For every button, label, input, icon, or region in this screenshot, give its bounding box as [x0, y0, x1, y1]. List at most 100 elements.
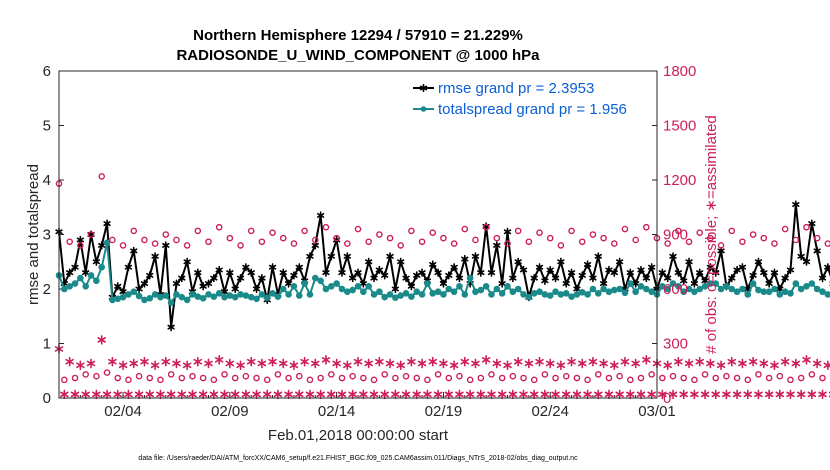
totalspread-point: [542, 292, 548, 298]
totalspread-point: [88, 273, 94, 279]
rmse-point-center: [762, 271, 765, 274]
totalspread-point: [515, 286, 521, 292]
totalspread-point: [104, 240, 110, 246]
totalspread-point: [601, 286, 607, 292]
totalspread-point: [478, 287, 484, 293]
rmse-point-center: [351, 277, 354, 280]
totalspread-point: [782, 289, 788, 295]
totalspread-point: [115, 296, 121, 302]
assimilated-point: [814, 359, 821, 367]
totalspread-point: [361, 289, 367, 295]
rmse-point-center: [490, 271, 493, 274]
rmse-point-center: [164, 244, 167, 247]
totalspread-point: [286, 292, 292, 298]
rmse-point-center: [308, 255, 311, 258]
totalspread-point: [216, 291, 222, 297]
rmse-point-center: [549, 268, 552, 271]
assimilated-point: [691, 390, 698, 398]
totalspread-point: [628, 281, 634, 287]
totalspread-point: [462, 292, 468, 298]
rmse-point-center: [367, 260, 370, 263]
totalspread-point: [99, 264, 105, 270]
rmse-point-center: [602, 282, 605, 285]
rmse-point-center: [463, 257, 466, 260]
rmse-point-center: [388, 255, 391, 258]
totalspread-point: [302, 281, 308, 287]
rmse-point-center: [816, 249, 819, 252]
rmse-point-center: [730, 277, 733, 280]
totalspread-point: [553, 289, 559, 295]
rmse-point-center: [671, 255, 674, 258]
rmse-point-center: [431, 263, 434, 266]
totalspread-point: [168, 300, 174, 306]
totalspread-point: [409, 294, 415, 300]
rmse-point-center: [255, 287, 258, 290]
rmse-point-center: [618, 260, 621, 263]
rmse-point-center: [127, 266, 130, 269]
rmse-point-center: [501, 282, 504, 285]
totalspread-point: [142, 297, 148, 303]
totalspread-point: [323, 286, 329, 292]
totalspread-point: [483, 283, 489, 289]
possible-point: [713, 375, 718, 380]
rmse-point-center: [143, 282, 146, 285]
rmse-point-center: [196, 271, 199, 274]
totalspread-point: [430, 291, 436, 297]
possible-point: [745, 377, 750, 382]
rmse-point-center: [773, 271, 776, 274]
totalspread-point: [227, 293, 233, 299]
totalspread-point: [195, 294, 201, 300]
assimilated-point: [686, 359, 693, 367]
y-tick-label: 4: [43, 172, 51, 189]
totalspread-point: [633, 289, 639, 295]
rmse-point-center: [68, 271, 71, 274]
x-tick-label: 02/04: [104, 403, 142, 420]
rmse-point-center: [810, 222, 813, 225]
totalspread-point: [531, 291, 537, 297]
y2-tick-label: 1200: [663, 172, 696, 189]
rmse-point-center: [543, 279, 546, 282]
totalspread-point: [734, 289, 740, 295]
assimilated-point: [808, 390, 815, 398]
rmse-point-center: [447, 274, 450, 277]
totalspread-point: [371, 292, 377, 298]
totalspread-point: [238, 292, 244, 298]
legend-label-totalspread: totalspread grand pr = 1.956: [438, 101, 627, 118]
rmse-point-center: [73, 266, 76, 269]
totalspread-point: [425, 281, 431, 287]
y2-tick-label: 900: [663, 227, 688, 244]
assimilated-point: [771, 361, 778, 369]
totalspread-point: [622, 290, 628, 296]
rmse-point-center: [511, 277, 514, 280]
assimilated-point: [707, 359, 714, 367]
rmse-point-center: [597, 255, 600, 258]
rmse-point-center: [399, 260, 402, 263]
rmse-point-center: [260, 277, 263, 280]
x-axis-label: Feb.01,2018 00:00:00 start: [268, 427, 449, 444]
rmse-point-center: [79, 238, 82, 241]
rmse-point-center: [394, 287, 397, 290]
rmse-point-center: [362, 282, 365, 285]
rmse-point-center: [522, 268, 525, 271]
totalspread-point: [750, 281, 756, 287]
rmse-point-center: [175, 282, 178, 285]
rmse-point-center: [517, 260, 520, 263]
totalspread-point: [729, 286, 735, 292]
rmse-point-center: [218, 268, 221, 271]
totalspread-point: [804, 283, 810, 289]
totalspread-point: [222, 294, 228, 300]
rmse-point-center: [84, 271, 87, 274]
totalspread-point: [120, 294, 126, 300]
totalspread-point: [393, 295, 399, 301]
rmse-point-center: [575, 287, 578, 290]
rmse-point-center: [378, 268, 381, 271]
totalspread-point: [611, 287, 617, 293]
rmse-point-center: [436, 271, 439, 274]
rmse-point-center: [639, 268, 642, 271]
totalspread-point: [457, 283, 463, 289]
rmse-point-center: [239, 277, 242, 280]
possible-point: [670, 374, 675, 379]
chart: Northern Hemisphere 12294 / 57910 = 21.2…: [0, 0, 830, 470]
rmse-point-center: [415, 274, 418, 277]
totalspread-point: [147, 295, 153, 301]
